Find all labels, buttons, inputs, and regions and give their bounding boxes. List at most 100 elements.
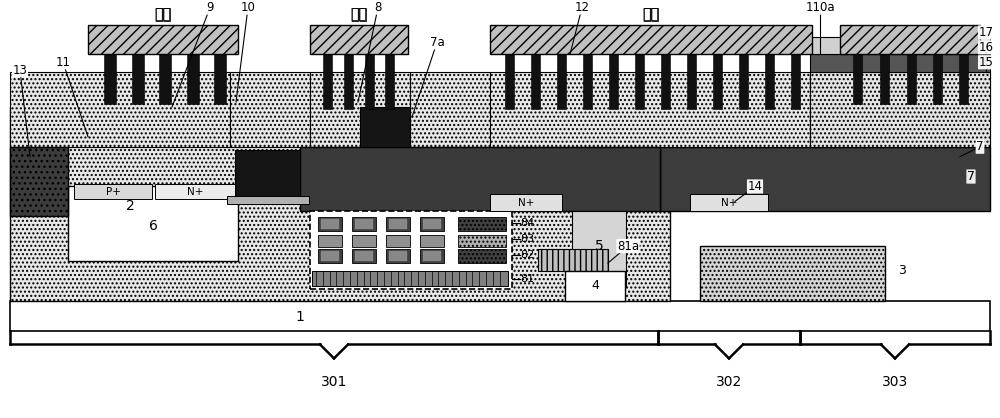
Bar bbox=[321, 251, 339, 261]
Bar bbox=[355, 251, 373, 261]
Bar bbox=[687, 54, 696, 109]
Bar bbox=[933, 54, 942, 104]
Bar bbox=[423, 219, 441, 229]
Text: 82: 82 bbox=[520, 250, 534, 260]
Text: 1: 1 bbox=[296, 310, 304, 324]
Bar bbox=[557, 54, 566, 109]
Text: 10: 10 bbox=[241, 1, 255, 14]
Text: 83: 83 bbox=[520, 234, 534, 244]
Bar bbox=[635, 54, 644, 109]
Bar bbox=[810, 54, 990, 72]
Bar bbox=[310, 212, 512, 289]
Bar bbox=[10, 301, 990, 331]
Bar bbox=[420, 235, 444, 247]
Bar bbox=[713, 54, 722, 109]
Bar bbox=[490, 72, 810, 147]
Text: 301: 301 bbox=[321, 375, 347, 389]
Bar bbox=[227, 196, 309, 204]
Bar bbox=[490, 25, 812, 54]
Text: 漏极: 漏极 bbox=[642, 8, 660, 23]
Text: 14: 14 bbox=[748, 180, 763, 193]
Bar bbox=[423, 251, 441, 261]
Bar bbox=[410, 72, 490, 147]
Text: 栅极: 栅极 bbox=[350, 8, 368, 23]
Bar bbox=[104, 54, 116, 104]
Text: 2: 2 bbox=[126, 199, 134, 213]
Bar bbox=[159, 54, 171, 104]
Text: 302: 302 bbox=[716, 375, 742, 389]
Bar bbox=[230, 72, 310, 147]
Bar bbox=[10, 72, 230, 147]
Text: 5: 5 bbox=[595, 239, 603, 253]
Bar bbox=[565, 271, 625, 301]
Bar bbox=[389, 219, 407, 229]
Bar bbox=[155, 184, 235, 199]
Bar bbox=[352, 217, 376, 231]
Bar bbox=[386, 235, 410, 247]
Text: 13: 13 bbox=[13, 64, 27, 77]
Bar bbox=[609, 54, 618, 109]
Text: 6: 6 bbox=[149, 219, 157, 233]
Text: N+: N+ bbox=[518, 199, 534, 208]
Bar bbox=[323, 54, 332, 109]
Bar bbox=[318, 217, 342, 231]
Bar bbox=[853, 54, 862, 104]
Bar bbox=[352, 235, 376, 247]
Bar bbox=[74, 184, 152, 199]
Bar bbox=[352, 249, 376, 263]
Bar bbox=[538, 249, 608, 271]
Bar bbox=[300, 147, 660, 212]
Text: 7: 7 bbox=[976, 140, 984, 153]
Bar bbox=[310, 25, 408, 54]
Text: 303: 303 bbox=[882, 375, 908, 389]
Bar bbox=[739, 54, 748, 109]
Bar bbox=[572, 212, 626, 286]
Bar bbox=[187, 54, 199, 104]
Bar bbox=[88, 25, 238, 54]
Text: 9: 9 bbox=[206, 1, 214, 14]
Bar bbox=[318, 235, 342, 247]
Bar bbox=[386, 249, 410, 263]
Bar bbox=[458, 217, 506, 231]
Bar bbox=[355, 219, 373, 229]
Bar bbox=[660, 147, 990, 212]
Text: 栅极: 栅极 bbox=[351, 8, 367, 22]
Text: 17: 17 bbox=[978, 26, 994, 39]
Text: 漏极: 漏极 bbox=[643, 8, 659, 22]
Bar bbox=[365, 54, 374, 109]
Bar bbox=[531, 54, 540, 109]
Bar bbox=[10, 147, 68, 216]
Text: 源极: 源极 bbox=[154, 8, 172, 23]
Text: 源极: 源极 bbox=[155, 8, 171, 22]
Text: 16: 16 bbox=[978, 41, 994, 54]
Bar bbox=[810, 72, 990, 147]
Bar bbox=[10, 107, 670, 301]
Bar bbox=[765, 54, 774, 109]
Bar bbox=[321, 219, 339, 229]
Text: 7a: 7a bbox=[430, 36, 444, 49]
Text: 15: 15 bbox=[979, 56, 993, 69]
Bar bbox=[700, 246, 885, 301]
Bar bbox=[235, 150, 300, 199]
Bar bbox=[389, 251, 407, 261]
Bar bbox=[420, 217, 444, 231]
Bar bbox=[458, 249, 506, 263]
Bar bbox=[505, 54, 514, 109]
Bar bbox=[840, 25, 980, 54]
Bar bbox=[810, 38, 990, 54]
Bar bbox=[132, 54, 144, 104]
Text: 12: 12 bbox=[574, 1, 590, 14]
Bar bbox=[583, 54, 592, 109]
Bar bbox=[360, 107, 410, 147]
Bar bbox=[959, 54, 968, 104]
Text: 3: 3 bbox=[898, 265, 906, 278]
Bar bbox=[458, 235, 506, 247]
Bar bbox=[661, 54, 670, 109]
Text: 4: 4 bbox=[591, 279, 599, 292]
Text: 7: 7 bbox=[967, 170, 975, 183]
Bar bbox=[907, 54, 916, 104]
Bar bbox=[318, 249, 342, 263]
Text: P+: P+ bbox=[106, 187, 120, 197]
Bar bbox=[490, 194, 562, 212]
Text: 11: 11 bbox=[56, 56, 70, 69]
